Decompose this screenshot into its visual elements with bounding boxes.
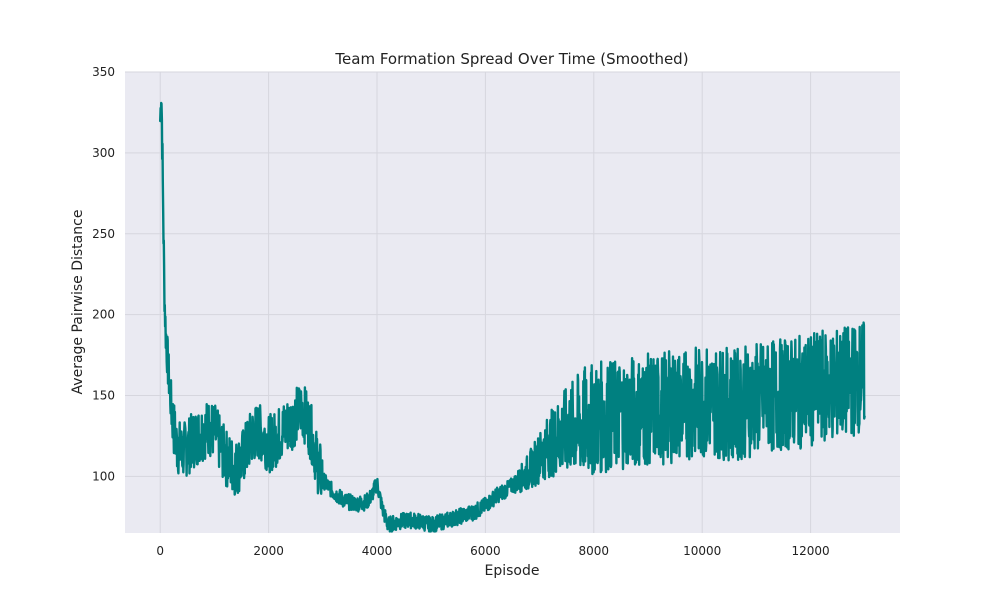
x-tick-label: 10000 (683, 544, 721, 558)
y-tick-label: 100 (92, 469, 115, 483)
gridlines (125, 71, 900, 533)
x-tick-label: 2000 (253, 544, 284, 558)
y-tick-label: 350 (92, 65, 115, 79)
x-tick-label: 4000 (362, 544, 393, 558)
x-tick-label: 12000 (791, 544, 829, 558)
y-tick-label: 200 (92, 308, 115, 322)
y-tick-label: 250 (92, 227, 115, 241)
x-tick-label: 8000 (579, 544, 610, 558)
x-axis-label: Episode (485, 563, 540, 579)
series-line (158, 101, 866, 533)
y-tick-label: 300 (92, 146, 115, 160)
series-layer (158, 101, 866, 533)
x-tick-label: 0 (156, 544, 164, 558)
tick-labels: 0 2000 4000 6000 8000 10000 12000 100 150 200 250 3… (92, 65, 830, 558)
chart-title: Team Formation Spread Over Time (Smoothe… (334, 50, 688, 68)
y-tick-label: 150 (92, 389, 115, 403)
x-tick-label: 6000 (470, 544, 501, 558)
y-axis-label: Average Pairwise Distance (70, 210, 86, 395)
